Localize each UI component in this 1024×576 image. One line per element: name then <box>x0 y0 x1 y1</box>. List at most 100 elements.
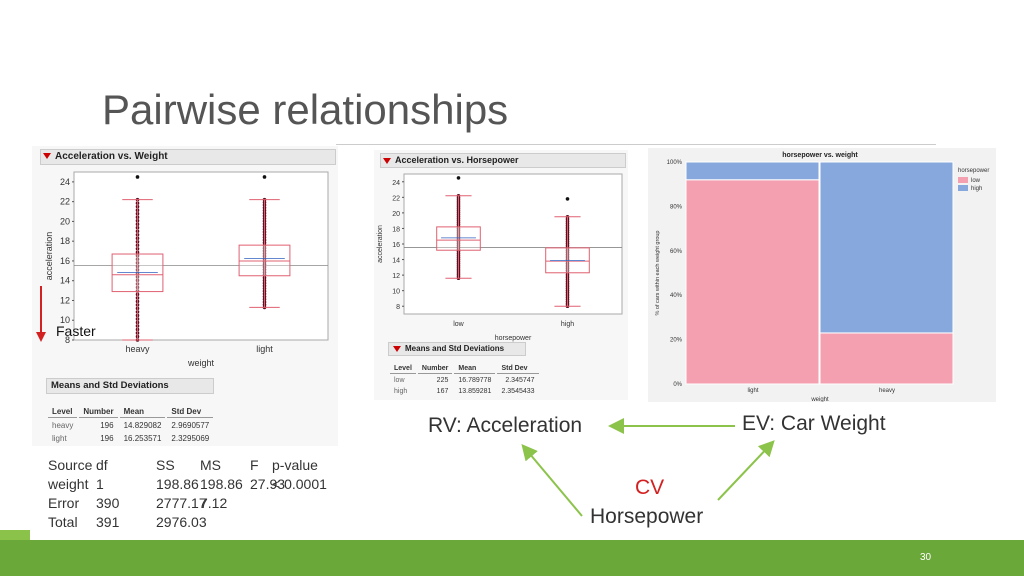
page-number: 30 <box>920 552 932 563</box>
y-tick-label: 16 <box>60 256 70 266</box>
x-tick-label: high <box>561 321 574 328</box>
table-header: Level <box>390 364 416 374</box>
table-cell: 2.345747 <box>505 377 535 384</box>
panel1-header[interactable]: Acceleration vs. Weight <box>40 149 336 165</box>
y-tick-label: 22 <box>60 197 70 207</box>
y-tick-label: 20% <box>670 338 683 344</box>
anova-header: SS <box>156 457 175 473</box>
mosaic-cell <box>685 161 820 181</box>
anova-cell: 390 <box>96 495 120 511</box>
box-iqr <box>436 226 481 251</box>
y-tick-label: 0% <box>673 382 682 388</box>
y-axis-label: % of cars within each weight group <box>655 231 661 316</box>
anova-table <box>40 452 332 540</box>
arrow-cv-to-ev <box>717 440 775 501</box>
panel2-means-header[interactable]: Means and Std Deviations <box>388 342 526 356</box>
y-tick-label: 8 <box>65 335 70 345</box>
table-row: light 196 16.253571 2.3295069 <box>48 433 213 444</box>
table-cell: 2.3545433 <box>501 388 535 395</box>
x-tick-label: heavy <box>879 388 895 394</box>
anova-cell: 2777.17 <box>156 495 207 511</box>
table-row: low 225 16.789778 2.345747 <box>390 376 539 385</box>
x-tick-label: heavy <box>125 344 150 354</box>
table-header: Number <box>79 406 118 418</box>
y-tick-label: 12 <box>60 295 70 305</box>
anova-cell: 2976.03 <box>156 514 207 530</box>
y-tick-label: 14 <box>392 258 400 265</box>
panel1-header-text: Acceleration vs. Weight <box>55 151 168 162</box>
anova-cell: 27.93 <box>250 476 286 492</box>
anova-cell: 391 <box>96 514 120 530</box>
panel2-header[interactable]: Acceleration vs. Horsepower <box>380 153 626 168</box>
table-cell: 167 <box>436 388 449 395</box>
panel2-means-header-text: Means and Std Deviations <box>405 344 505 353</box>
y-tick-label: 40% <box>670 293 683 299</box>
panel1-means-table: Level Number Mean Std Dev heavy 196 14.829082 2… <box>46 404 215 446</box>
table-header: Level <box>48 406 78 418</box>
panel2-means-table: Level Number Mean Std Dev low 225 16.789778 2.3… <box>388 362 541 398</box>
title-rule <box>336 144 936 145</box>
table-header: Std Dev <box>167 406 214 418</box>
table-header: Mean <box>119 406 166 418</box>
mosaic-cell <box>685 179 820 385</box>
anova-header: p-value <box>272 457 318 473</box>
x-tick-label: light <box>747 388 758 394</box>
panel-accel-horsepower: Acceleration vs. Horsepower 24 22 20 18 16 14… <box>374 150 628 400</box>
y-tick-label: 100% <box>667 160 683 166</box>
y-axis-label: acceleration <box>44 232 54 281</box>
anova-cell: 198.86 <box>200 476 243 492</box>
table-cell: light <box>52 434 67 443</box>
anova-cell: < 0.0001 <box>272 476 327 492</box>
table-cell: 196 <box>100 421 114 430</box>
anova-cell: 7.12 <box>200 495 228 511</box>
y-tick-label: 22 <box>392 195 400 202</box>
outlier-point <box>262 175 267 179</box>
outlier-point <box>135 175 140 179</box>
cv-name-label: Horsepower <box>590 505 704 528</box>
anova-cell: 198.86 <box>156 476 199 492</box>
panel1-chart: 24 22 20 18 16 14 12 10 8 heavy light weight acceler… <box>44 171 329 368</box>
mosaic-cell <box>819 161 954 334</box>
panel2-header-text: Acceleration vs. Horsepower <box>395 155 519 165</box>
legend-label: low <box>971 178 981 184</box>
y-tick-label: 12 <box>392 273 400 280</box>
y-tick-label: 24 <box>392 180 400 187</box>
y-tick-label: 20 <box>392 211 400 218</box>
y-tick-label: 18 <box>392 226 400 233</box>
cv-label: CV <box>635 476 665 499</box>
slide-title: Pairwise relationships <box>102 86 509 133</box>
mosaic-cell <box>819 332 954 385</box>
table-cell: 16.253571 <box>123 434 162 443</box>
y-tick-label: 80% <box>670 204 683 210</box>
table-header: Std Dev <box>497 364 539 374</box>
y-tick-label: 10 <box>392 289 400 296</box>
table-cell: low <box>394 377 405 384</box>
y-tick-label: 10 <box>60 315 70 325</box>
panel2-chart: 24 22 20 18 16 14 12 10 8 low high horsepower accele… <box>377 173 623 342</box>
y-axis-label: acceleration <box>377 225 384 263</box>
table-cell: 14.829082 <box>123 421 162 430</box>
table-cell: 2.9690577 <box>171 421 210 430</box>
legend-title: horsepower <box>958 168 989 174</box>
footer-accent <box>0 530 30 540</box>
y-tick-label: 60% <box>670 249 683 255</box>
panel1-means-header[interactable]: Means and Std Deviations <box>46 378 214 394</box>
legend-label: high <box>971 186 982 192</box>
table-cell: high <box>394 388 408 395</box>
faster-label: Faster <box>56 323 96 339</box>
disclosure-triangle-icon[interactable] <box>393 345 401 352</box>
disclosure-triangle-icon[interactable] <box>43 153 51 160</box>
y-tick-label: 20 <box>60 216 70 226</box>
table-cell: 225 <box>436 377 449 384</box>
panel1-means-header-text: Means and Std Deviations <box>51 380 169 391</box>
anova-cell: weight <box>48 476 89 492</box>
footer-bar <box>0 540 1024 576</box>
panel-accel-weight: Acceleration vs. Weight 24 22 20 18 16 14 12 10… <box>32 146 338 446</box>
table-cell: 16.789778 <box>458 377 492 384</box>
y-tick-label: 14 <box>60 276 70 286</box>
anova-header: MS <box>200 457 221 473</box>
disclosure-triangle-icon[interactable] <box>383 157 391 164</box>
y-tick-label: 18 <box>60 236 70 246</box>
anova-cell: Total <box>48 514 78 530</box>
